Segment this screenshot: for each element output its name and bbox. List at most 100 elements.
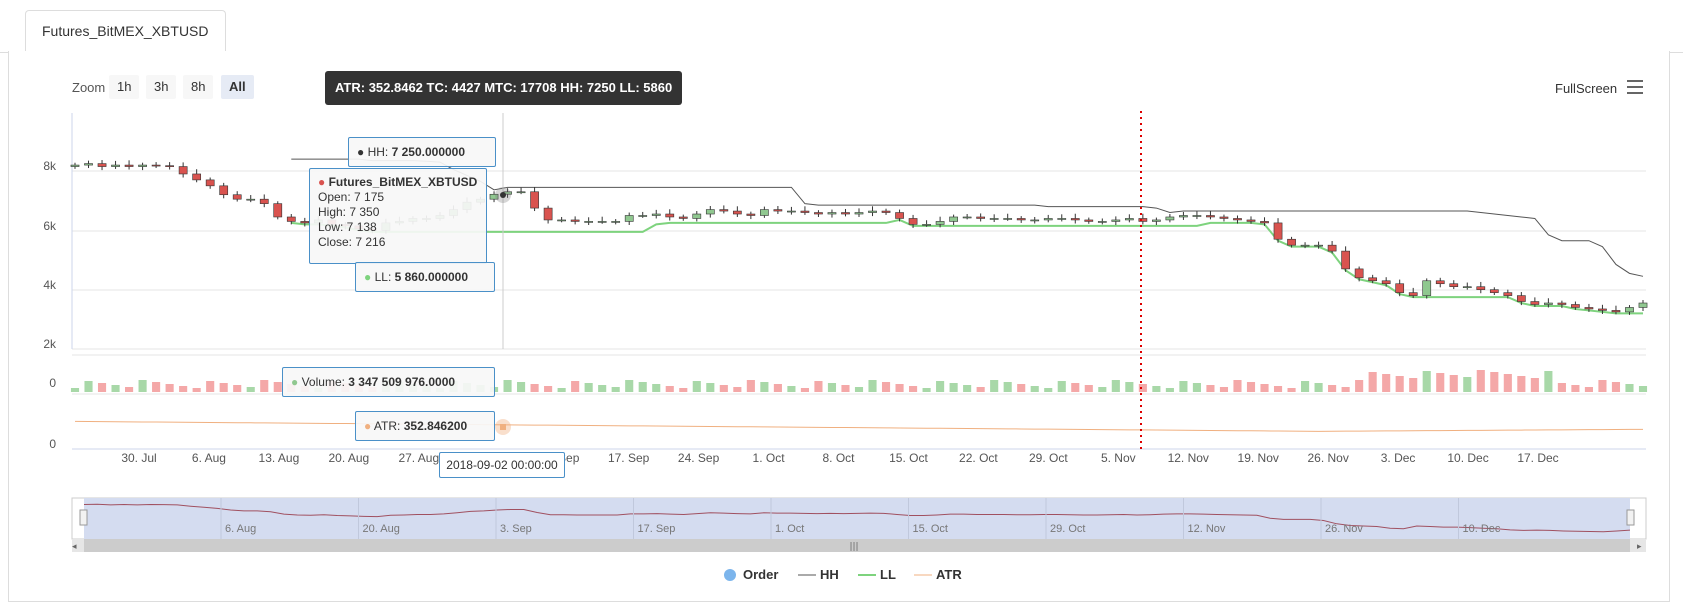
candle[interactable] — [1260, 221, 1269, 224]
candle[interactable] — [151, 164, 161, 167]
candle[interactable] — [881, 210, 891, 213]
candle[interactable] — [1124, 218, 1134, 221]
volume-bar[interactable] — [1409, 378, 1418, 392]
volume-bar[interactable] — [503, 380, 512, 392]
volume-bar[interactable] — [1517, 376, 1526, 392]
candle[interactable] — [746, 213, 756, 216]
candle[interactable] — [827, 212, 837, 215]
candle[interactable] — [219, 185, 229, 196]
candle[interactable] — [1097, 221, 1107, 223]
volume-bar[interactable] — [787, 386, 796, 392]
volume-bar[interactable] — [1192, 383, 1201, 392]
volume-bar[interactable] — [922, 388, 931, 392]
volume-bar[interactable] — [990, 380, 999, 392]
candle[interactable] — [651, 213, 661, 216]
candle[interactable] — [705, 209, 715, 215]
candle[interactable] — [922, 224, 931, 226]
candle[interactable] — [489, 193, 499, 200]
candle[interactable] — [300, 221, 310, 224]
volume-bar[interactable] — [1638, 386, 1648, 392]
volume-bar[interactable] — [1544, 371, 1553, 392]
volume-bar[interactable] — [1584, 387, 1593, 392]
volume-bar[interactable] — [517, 382, 526, 392]
volume-bar[interactable] — [165, 384, 174, 392]
volume-bar[interactable] — [881, 382, 891, 392]
volume-bar[interactable] — [544, 386, 553, 392]
scrollbar-thumb[interactable] — [84, 539, 1630, 552]
candle[interactable] — [570, 219, 580, 222]
volume-bar[interactable] — [1273, 386, 1283, 392]
candle[interactable] — [1611, 310, 1621, 313]
volume-bar[interactable] — [1219, 387, 1229, 392]
volume-bar[interactable] — [814, 381, 823, 392]
volume-bar[interactable] — [206, 381, 215, 392]
candle[interactable] — [1030, 219, 1040, 222]
candle[interactable] — [178, 166, 188, 175]
legend-ll-label[interactable]: LL — [880, 567, 896, 582]
volume-bar[interactable] — [1030, 386, 1039, 392]
zoom-1h-button[interactable]: 1h — [109, 75, 140, 99]
volume-bar[interactable] — [530, 384, 539, 392]
candle[interactable] — [1571, 304, 1580, 308]
volume-bar[interactable] — [1233, 380, 1242, 392]
candle[interactable] — [760, 209, 769, 216]
candle[interactable] — [1003, 218, 1013, 220]
volume-bar[interactable] — [1301, 381, 1310, 392]
candle[interactable] — [1084, 219, 1094, 222]
volume-bar[interactable] — [84, 381, 93, 392]
candle[interactable] — [584, 221, 594, 223]
volume-bar[interactable] — [800, 388, 809, 392]
volume-bar[interactable] — [1003, 382, 1012, 392]
volume-bar[interactable] — [1571, 385, 1580, 392]
order-legend-icon[interactable] — [724, 569, 736, 581]
candle[interactable] — [1165, 216, 1175, 221]
volume-bar[interactable] — [936, 381, 945, 392]
volume-bar[interactable] — [760, 382, 769, 392]
candle[interactable] — [787, 210, 796, 213]
volume-bar[interactable] — [233, 385, 242, 392]
volume-bar[interactable] — [1422, 371, 1431, 392]
volume-bar[interactable] — [841, 385, 850, 392]
volume-bar[interactable] — [1138, 384, 1147, 392]
volume-bar[interactable] — [260, 380, 269, 392]
candle[interactable] — [976, 216, 986, 219]
volume-bar[interactable] — [1476, 370, 1485, 392]
candle[interactable] — [1219, 216, 1229, 219]
candle[interactable] — [908, 218, 918, 225]
legend-hh-label[interactable]: HH — [820, 567, 839, 582]
candle[interactable] — [1043, 218, 1053, 221]
volume-bar[interactable] — [719, 385, 728, 392]
volume-bar[interactable] — [1355, 380, 1364, 392]
candle[interactable] — [773, 209, 783, 212]
volume-bar[interactable] — [125, 387, 134, 392]
volume-bar[interactable] — [1246, 382, 1256, 392]
candle[interactable] — [854, 212, 864, 215]
volume-bar[interactable] — [1598, 380, 1607, 392]
candle[interactable] — [692, 213, 702, 219]
candle[interactable] — [1395, 283, 1405, 293]
zoom-3h-button[interactable]: 3h — [146, 75, 177, 99]
volume-bar[interactable] — [1463, 377, 1472, 392]
volume-bar[interactable] — [1260, 384, 1269, 392]
candle[interactable] — [1070, 218, 1080, 221]
volume-bar[interactable] — [1557, 383, 1566, 392]
candle[interactable] — [1368, 277, 1378, 282]
volume-bar[interactable] — [652, 384, 661, 392]
volume-bar[interactable] — [1611, 382, 1621, 392]
candle[interactable] — [530, 191, 539, 209]
volume-bar[interactable] — [611, 387, 620, 392]
candle[interactable] — [1354, 268, 1364, 279]
volume-bar[interactable] — [706, 383, 715, 392]
volume-bar[interactable] — [557, 388, 566, 392]
candle[interactable] — [124, 164, 134, 167]
navigator-right-handle[interactable] — [1626, 509, 1635, 526]
volume-bar[interactable] — [1449, 375, 1458, 392]
candle[interactable] — [1138, 218, 1148, 222]
candle[interactable] — [1273, 222, 1283, 240]
candle[interactable] — [1435, 280, 1445, 285]
candle[interactable] — [1544, 302, 1553, 305]
zoom-8h-button[interactable]: 8h — [183, 75, 214, 99]
candle[interactable] — [1341, 250, 1350, 270]
candle[interactable] — [868, 210, 877, 213]
volume-bar[interactable] — [246, 387, 255, 392]
